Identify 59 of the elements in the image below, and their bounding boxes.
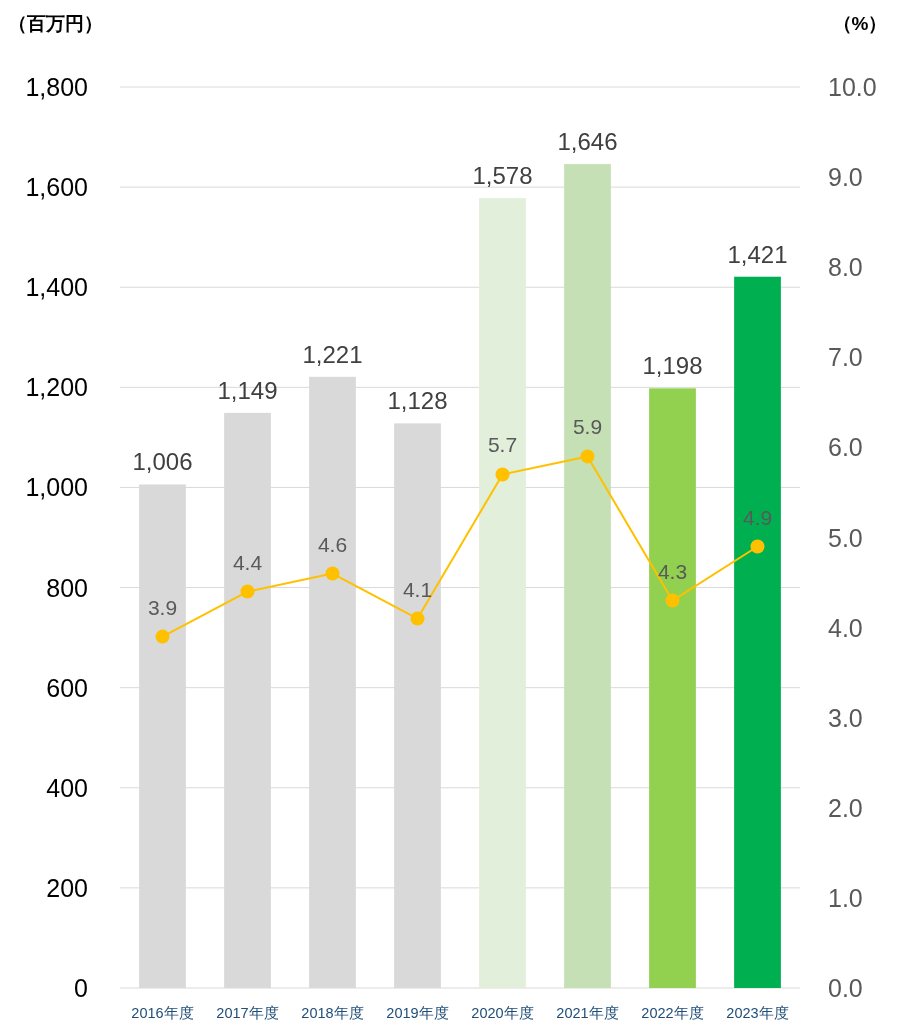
bar bbox=[479, 198, 526, 988]
y-tick-label: 800 bbox=[46, 573, 88, 602]
point bbox=[750, 539, 765, 554]
y2-tick-label: 8.0 bbox=[828, 253, 863, 282]
x-tick-label: 2016年度 bbox=[131, 1005, 194, 1021]
y-tick-label: 1,800 bbox=[25, 73, 88, 101]
point bbox=[155, 629, 170, 644]
x-tick-label: 2018年度 bbox=[301, 1005, 364, 1021]
bar bbox=[649, 388, 696, 988]
y-tick-label: 600 bbox=[46, 673, 88, 702]
y-tick-label: 1,200 bbox=[25, 373, 88, 402]
data-label: 3.9 bbox=[147, 595, 178, 619]
x-tick-label: 2022年度 bbox=[641, 1005, 704, 1021]
point bbox=[580, 449, 595, 464]
data-label: 4.9 bbox=[742, 505, 773, 529]
y2-tick-label: 3.0 bbox=[828, 703, 863, 732]
y-tick-label: 400 bbox=[46, 773, 88, 802]
x-tick-label: 2017年度 bbox=[216, 1005, 279, 1021]
y2-tick-label: 10.0 bbox=[828, 73, 877, 101]
y2-tick-label: 2.0 bbox=[828, 793, 863, 822]
y2-tick-label: 9.0 bbox=[828, 163, 863, 192]
y2-tick-label: 4.0 bbox=[828, 613, 863, 642]
point bbox=[665, 593, 680, 608]
y2-tick-label: 0.0 bbox=[828, 974, 863, 1002]
data-label: 1,198 bbox=[642, 352, 703, 380]
x-tick-label: 2019年度 bbox=[386, 1005, 449, 1021]
point bbox=[325, 566, 340, 581]
point bbox=[240, 584, 255, 599]
y-tick-label: 1,400 bbox=[25, 273, 88, 302]
data-label: 1,221 bbox=[302, 340, 363, 368]
point bbox=[495, 467, 510, 482]
data-label: 1,578 bbox=[472, 162, 533, 190]
y-tick-label: 1,000 bbox=[25, 473, 88, 502]
y2-tick-label: 7.0 bbox=[828, 343, 863, 372]
y2-tick-label: 6.0 bbox=[828, 433, 863, 462]
y-tick-label: 200 bbox=[46, 873, 88, 902]
data-label: 1,646 bbox=[557, 128, 618, 156]
bar bbox=[564, 164, 611, 988]
data-label: 4.6 bbox=[317, 532, 348, 556]
x-tick-label: 2021年度 bbox=[556, 1005, 619, 1021]
data-label: 4.4 bbox=[232, 550, 263, 574]
y-axis-title: （百万円） bbox=[7, 13, 103, 34]
data-label: 1,006 bbox=[132, 448, 193, 476]
data-label: 5.9 bbox=[572, 415, 603, 439]
y-tick-label: 1,600 bbox=[25, 173, 88, 202]
data-label: 1,149 bbox=[217, 376, 278, 404]
y2-tick-label: 1.0 bbox=[828, 883, 863, 912]
y2-axis-title: （%） bbox=[832, 13, 888, 34]
data-label: 1,421 bbox=[727, 240, 788, 268]
y-tick-label: 0 bbox=[74, 974, 88, 1002]
x-tick-label: 2023年度 bbox=[726, 1005, 789, 1021]
data-label: 4.1 bbox=[402, 577, 433, 601]
y2-tick-label: 5.0 bbox=[828, 523, 863, 552]
x-tick-label: 2020年度 bbox=[471, 1005, 534, 1021]
data-label: 5.7 bbox=[487, 433, 518, 457]
bar bbox=[734, 276, 781, 988]
point bbox=[410, 611, 425, 626]
data-label: 1,128 bbox=[387, 387, 448, 415]
data-label: 4.3 bbox=[657, 559, 688, 583]
